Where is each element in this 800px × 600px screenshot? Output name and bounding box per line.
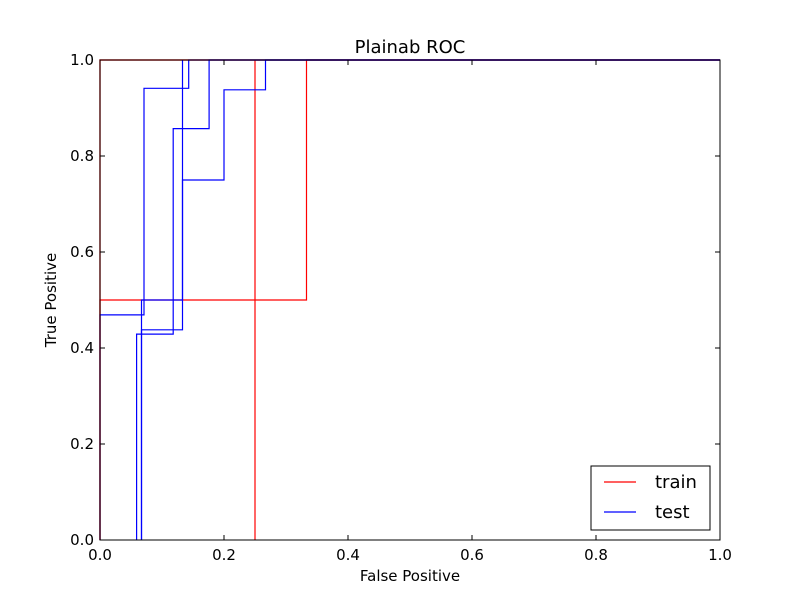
series-line-test-7: [140, 60, 184, 540]
x-tick-label-4: 0.8: [584, 546, 608, 564]
x-tick-label-3: 0.6: [460, 546, 484, 564]
x-tick-label-5: 1.0: [708, 546, 732, 564]
legend-label-test: test: [655, 502, 690, 523]
chart-title: Plainab ROC: [355, 37, 466, 58]
legend: train test: [590, 465, 711, 531]
y-tick-label-2: 0.4: [70, 339, 94, 357]
y-tick-label-0: 0.0: [70, 531, 94, 549]
legend-box: [590, 465, 711, 531]
plot-frame: [99, 59, 721, 541]
y-tick-label-1: 0.2: [70, 435, 94, 453]
y-axis-label: True Positive: [42, 253, 60, 348]
y-tick-label-5: 1.0: [70, 51, 94, 69]
y-tick-label-3: 0.6: [70, 243, 94, 261]
x-axis-label: False Positive: [360, 567, 460, 585]
x-tick-label-1: 0.2: [212, 546, 236, 564]
y-tick-label-4: 0.8: [70, 147, 94, 165]
legend-label-train: train: [655, 472, 697, 493]
ticks-layer: 0.0 0.2 0.4 0.6 0.8 1.0 0.0 0.2 0.4 0.6 0.8 1.0: [70, 51, 732, 564]
x-tick-label-2: 0.4: [336, 546, 360, 564]
series-line-test-6: [140, 59, 720, 540]
x-tick-label-0: 0.0: [88, 546, 112, 564]
